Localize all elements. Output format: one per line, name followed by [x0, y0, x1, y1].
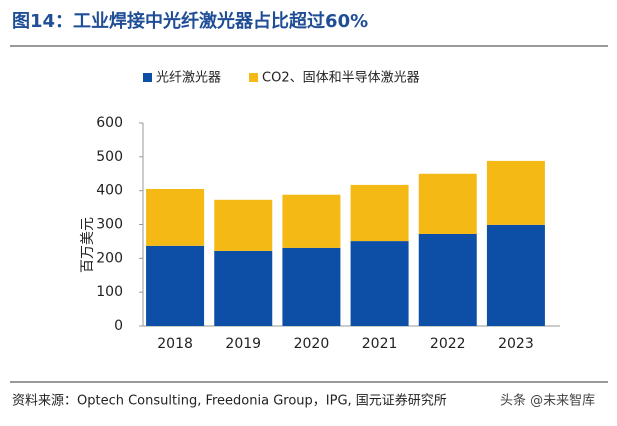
bar-segment: [214, 250, 273, 326]
x-tick-label: 2022: [430, 336, 466, 352]
x-tick-label: 2019: [225, 336, 261, 352]
y-tick-label: 400: [96, 183, 123, 199]
bar-segment: [418, 233, 477, 326]
y-tick-label: 100: [96, 284, 123, 300]
bar-segment: [282, 194, 341, 248]
legend-swatch: [249, 73, 259, 82]
watermark: 头条 @未来智库: [500, 393, 595, 409]
bar-segment: [486, 224, 545, 326]
x-tick-label: 2021: [362, 336, 398, 352]
bar-segment: [146, 188, 205, 246]
y-tick-label: 0: [114, 318, 123, 334]
y-axis-label: 百万美元: [80, 217, 96, 273]
bar-segment: [486, 160, 545, 225]
x-tick-label: 2018: [157, 336, 193, 352]
y-tick-label: 600: [96, 115, 123, 131]
x-tick-label: 2023: [498, 336, 534, 352]
legend-label: 光纤激光器: [156, 71, 221, 86]
bar-segment: [350, 184, 409, 242]
bar-segment: [214, 199, 273, 251]
source: 资料来源：Optech Consulting, Freedonia Group，…: [12, 393, 447, 409]
x-tick-label: 2020: [294, 336, 330, 352]
legend-swatch: [143, 73, 152, 82]
bar-segment: [146, 245, 205, 326]
chart-title: 图14：工业焊接中光纤激光器占比超过60%: [12, 10, 368, 32]
bar-segment: [350, 241, 409, 326]
y-tick-label: 300: [96, 217, 123, 233]
y-tick-label: 200: [96, 250, 123, 266]
bar-segment: [418, 173, 477, 234]
y-tick-label: 500: [96, 149, 123, 165]
bar-segment: [282, 247, 341, 326]
legend-label: CO2、固体和半导体激光器: [262, 71, 420, 86]
